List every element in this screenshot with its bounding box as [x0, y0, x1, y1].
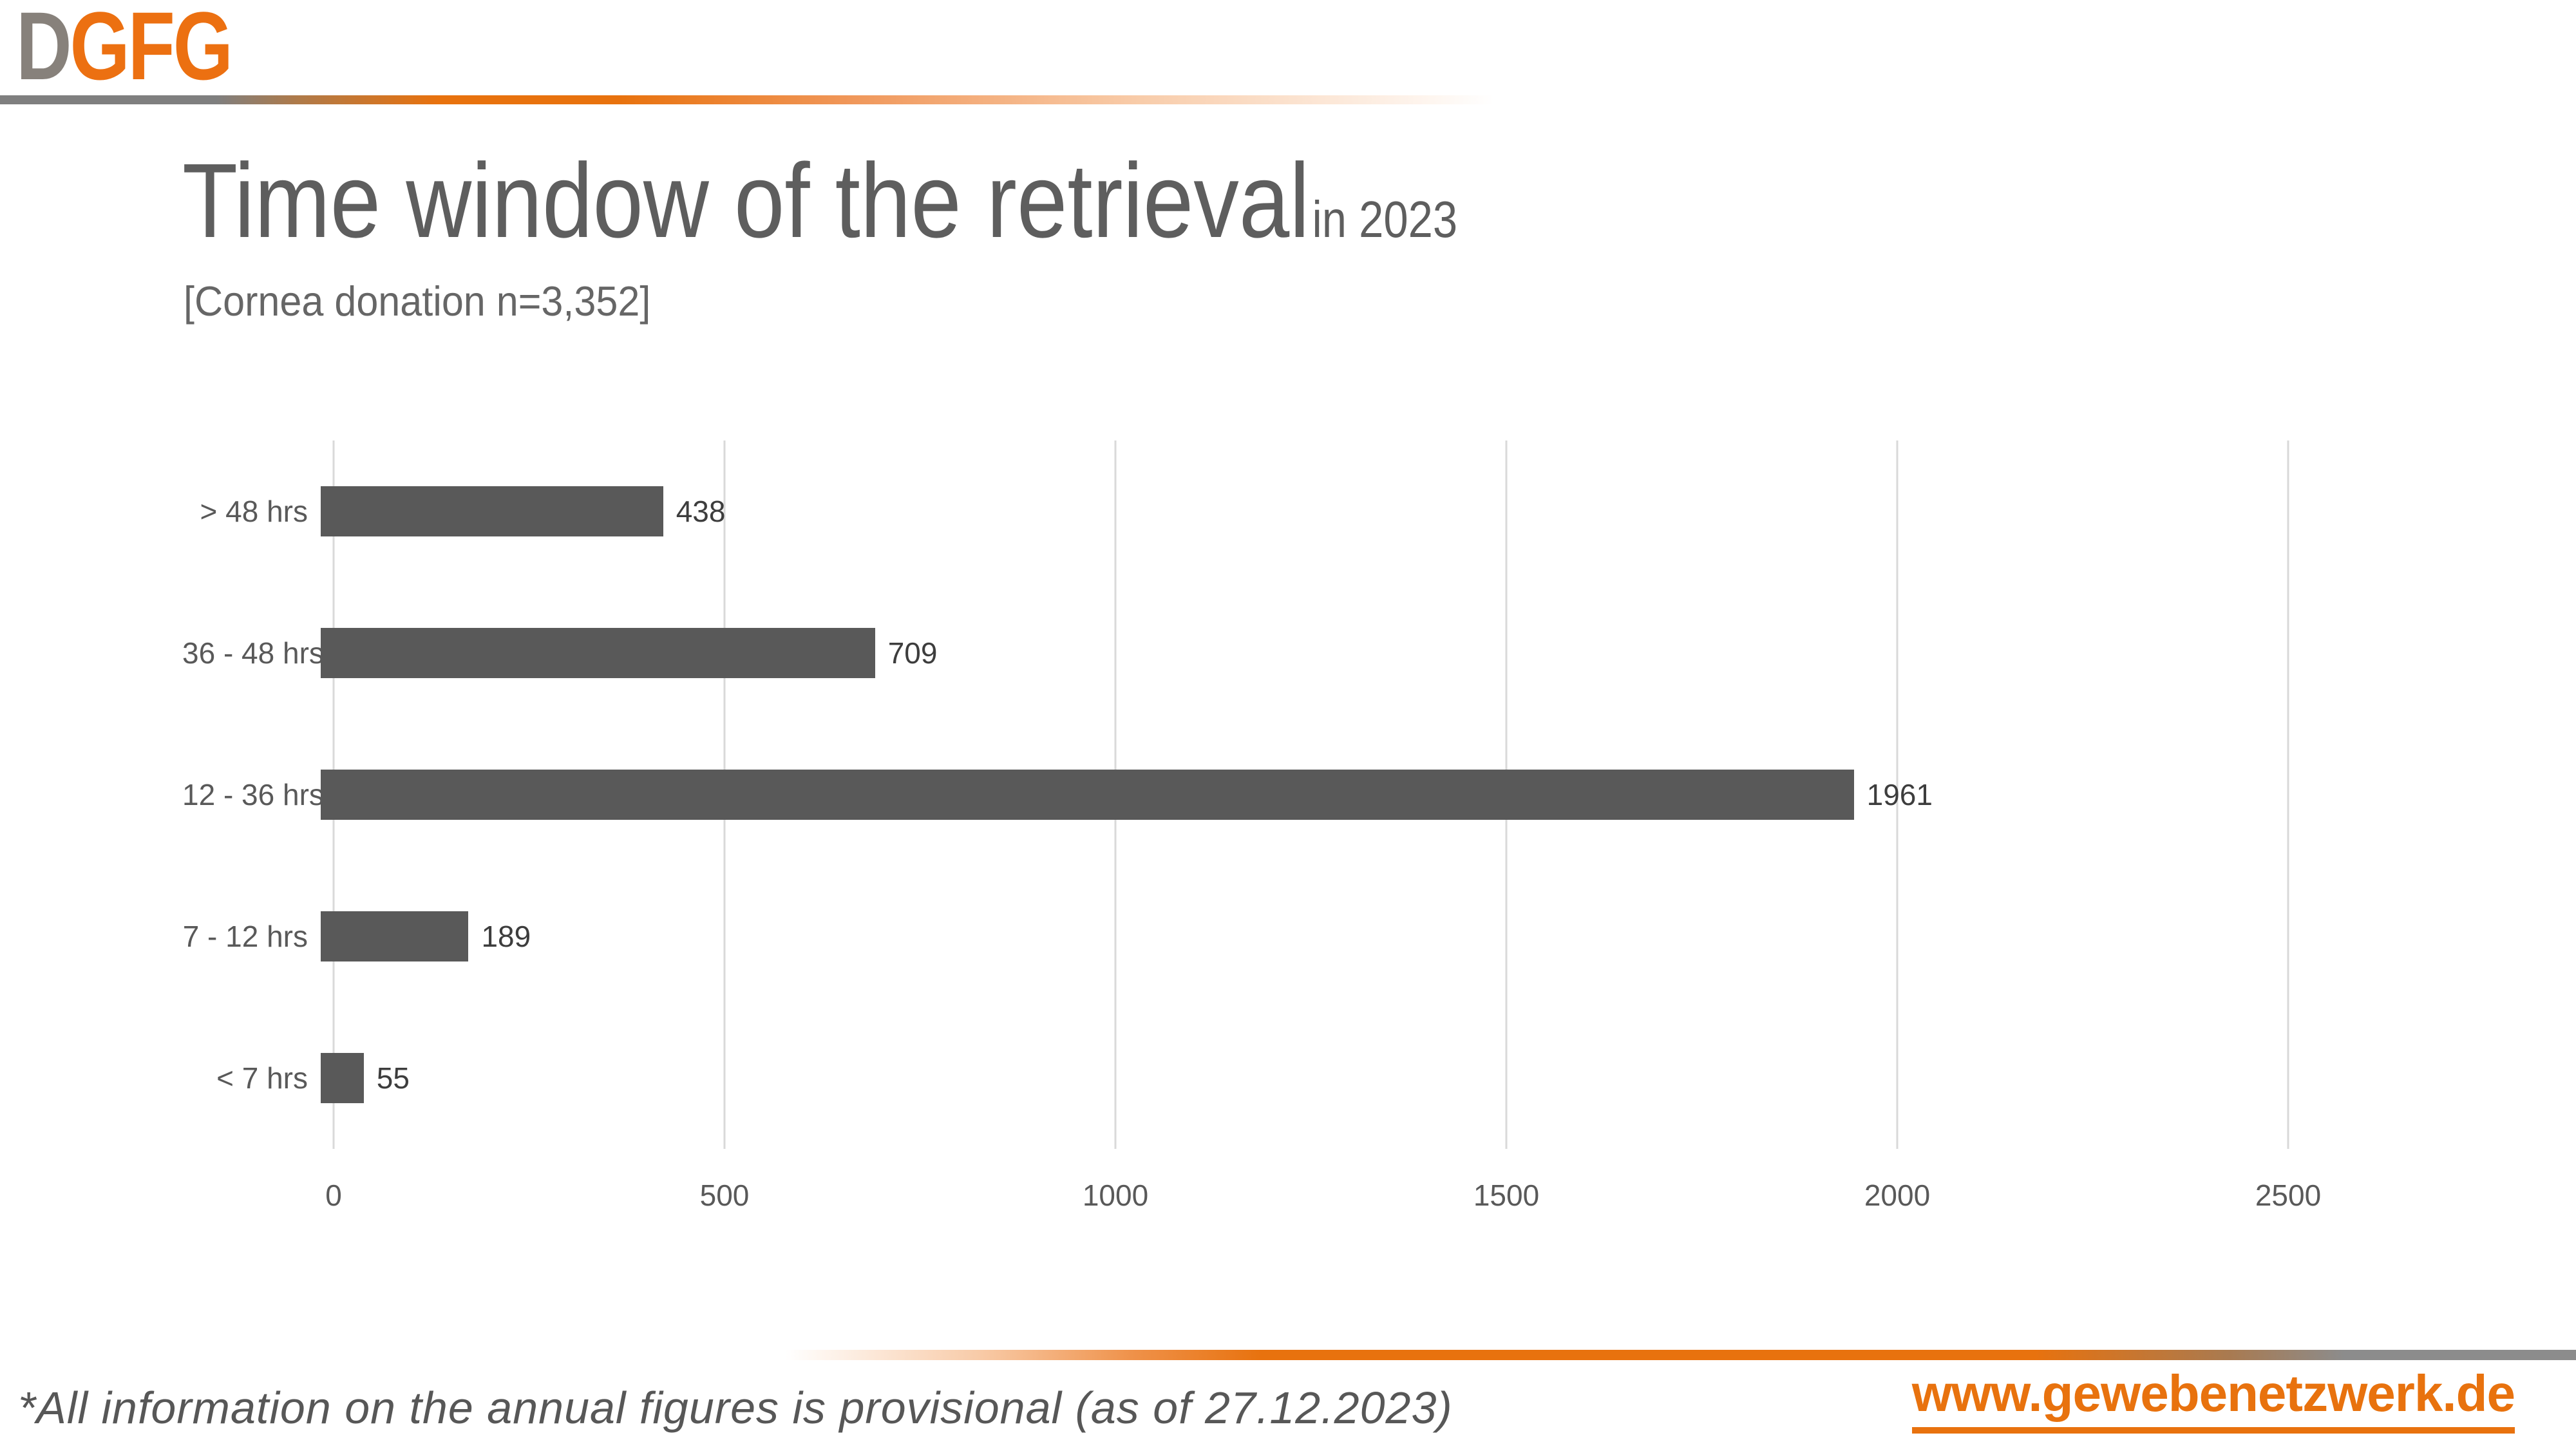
chart-row: 7 - 12 hrs 189: [182, 866, 2385, 1007]
category-label: 36 - 48 hrs: [182, 636, 324, 670]
page-subtitle: [Cornea donation n=3,352]: [184, 278, 651, 325]
category-label: 7 - 12 hrs: [182, 920, 308, 953]
page-title-suffix: in 2023: [1312, 191, 1458, 248]
bar: [321, 486, 663, 536]
chart-row: 36 - 48 hrs 709: [182, 582, 2385, 724]
bar: [321, 770, 1854, 820]
bottom-divider: [0, 1350, 2576, 1360]
logo-letters-gfg: GFG: [70, 0, 233, 100]
value-label: 55: [376, 1061, 410, 1095]
gridline: [1896, 440, 1899, 1149]
logo-letter-d: D: [16, 0, 72, 100]
value-label: 438: [676, 495, 726, 528]
bar: [321, 1053, 364, 1103]
category-label: 12 - 36 hrs: [182, 778, 324, 811]
x-tick-label: 500: [699, 1179, 750, 1212]
x-tick-label: 2500: [2255, 1179, 2322, 1212]
top-divider: [0, 95, 2576, 104]
chart-row: 12 - 36 hrs 1961: [182, 724, 2385, 866]
value-label: 189: [481, 920, 531, 953]
bar: [321, 911, 469, 961]
x-tick-label: 2000: [1864, 1179, 1931, 1212]
x-tick-label: 1000: [1082, 1179, 1149, 1212]
title-row: Time window of the retrieval in 2023: [182, 148, 1457, 254]
bar: [321, 628, 875, 678]
chart-row: < 7 hrs 55: [182, 1007, 2385, 1149]
category-label: < 7 hrs: [216, 1061, 308, 1095]
dgfg-logo: DGFG: [16, 0, 233, 94]
website-link[interactable]: www.gewebenetzwerk.de: [1911, 1364, 2515, 1434]
page-title: Time window of the retrieval: [182, 142, 1310, 260]
category-label: > 48 hrs: [200, 495, 308, 528]
value-label: 1961: [1866, 778, 1933, 811]
bar-chart: > 48 hrs 438 36 - 48 hrs 709 12 - 36 hrs 1961…: [182, 440, 2385, 1217]
gridline: [2287, 440, 2289, 1149]
chart-x-axis: 0 500 1000 1500 2000 2500: [325, 1178, 2321, 1217]
value-label: 709: [887, 636, 938, 670]
chart-rows: > 48 hrs 438 36 - 48 hrs 709 12 - 36 hrs 1961…: [182, 440, 2385, 1149]
x-tick-label: 1500: [1473, 1179, 1540, 1212]
chart-plot: > 48 hrs 438 36 - 48 hrs 709 12 - 36 hrs 1961…: [182, 440, 2385, 1149]
x-tick-label: 0: [325, 1179, 342, 1212]
footnote: *All information on the annual figures i…: [18, 1383, 1453, 1433]
chart-row: > 48 hrs 438: [182, 440, 2385, 582]
